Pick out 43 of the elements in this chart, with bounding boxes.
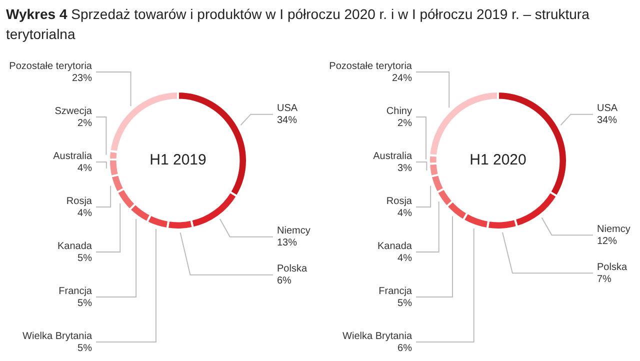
- data-label: 34%: [597, 115, 618, 126]
- slice-label: Francja: [378, 286, 412, 297]
- data-label: 23%: [72, 72, 92, 84]
- slice-label: Australia: [373, 150, 412, 162]
- data-label: 4%: [78, 162, 92, 174]
- data-label: 5%: [78, 252, 92, 264]
- data-label: 6%: [398, 342, 412, 354]
- data-label: 4%: [398, 252, 412, 264]
- text: H1 2019: [150, 152, 206, 169]
- text: H1 2020: [470, 152, 526, 169]
- slice-label: Pozostałe terytoria: [329, 60, 412, 72]
- slice-label: Rosja: [66, 196, 92, 207]
- slice-label: Polska: [597, 262, 628, 273]
- slice-label: Wielka Brytania: [342, 330, 412, 342]
- slice-label: Chiny: [386, 106, 412, 117]
- slice-label: Kanada: [58, 240, 92, 252]
- chart-title: Wykres 4 Sprzedaż towarów i produktów w I półroczu 2020 r. i w I półroczu 2019 r. – struktura terytorialna: [6, 5, 590, 44]
- data-label: 6%: [277, 276, 292, 287]
- slice-label: USA: [277, 103, 298, 114]
- data-label: 2%: [78, 118, 92, 129]
- slice-label: Francja: [58, 286, 92, 297]
- slice-label: USA: [597, 103, 618, 114]
- slice-label: Szwecja: [54, 106, 92, 117]
- slice-label: Polska: [277, 264, 308, 275]
- data-label: 4%: [398, 208, 412, 219]
- data-label: 2%: [398, 118, 412, 129]
- data-label: 4%: [78, 208, 92, 219]
- slice-label: Niemcy: [597, 224, 630, 235]
- slice-label: Kanada: [378, 240, 412, 252]
- slice-label: Australia: [53, 150, 92, 162]
- data-label: 13%: [277, 238, 298, 249]
- data-label: 12%: [597, 236, 618, 247]
- slice-label: Niemcy: [277, 226, 310, 237]
- data-label: 24%: [392, 72, 412, 84]
- data-label: 5%: [398, 298, 412, 309]
- data-label: 5%: [78, 298, 92, 309]
- data-label: 7%: [597, 274, 612, 285]
- slice-label: Pozostałe terytoria: [9, 60, 92, 72]
- data-label: 5%: [78, 342, 92, 354]
- slice-label: Rosja: [386, 196, 412, 207]
- data-label: 3%: [398, 162, 412, 174]
- data-label: 34%: [277, 115, 298, 126]
- slice-label: Wielka Brytania: [22, 330, 92, 342]
